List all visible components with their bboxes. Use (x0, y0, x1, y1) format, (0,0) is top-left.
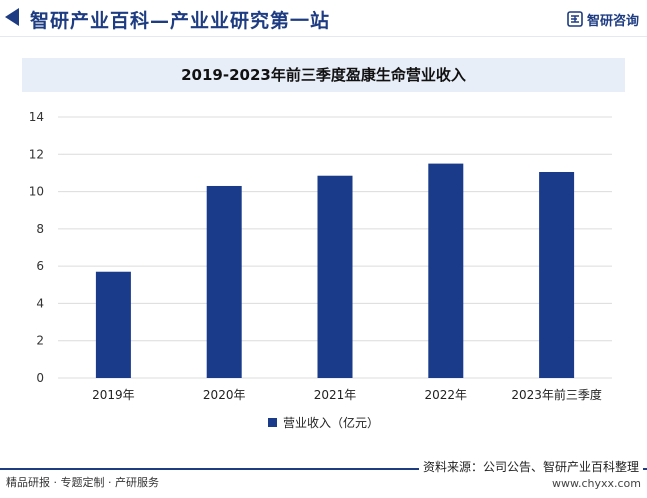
y-tick-label: 10 (29, 185, 44, 199)
brand-name: 智研咨询 (586, 13, 639, 29)
bar (428, 163, 464, 378)
y-tick-label: 4 (36, 296, 44, 310)
y-tick-label: 14 (29, 110, 44, 124)
y-tick-label: 12 (29, 147, 44, 161)
x-tick-label: 2019年 (92, 388, 135, 402)
zhiyan-logo-icon (567, 11, 583, 27)
footer-source: 资料来源：公司公告、智研产业百科整理 (418, 458, 643, 475)
site-title: 智研产业百科—产业业研究第一站 (30, 6, 330, 33)
bar (206, 185, 242, 378)
y-tick-label: 6 (36, 259, 44, 273)
chart-title: 2019-2023年前三季度盈康生命营业收入 (181, 66, 466, 84)
x-tick-label: 2022年 (425, 388, 468, 402)
y-tick-label: 0 (36, 371, 44, 385)
legend-swatch (268, 418, 277, 427)
legend-label: 营业收入（亿元） (283, 415, 379, 430)
y-tick-label: 8 (36, 222, 44, 236)
brand-logo: 智研咨询 (567, 9, 639, 29)
diamond-icon (5, 8, 19, 26)
y-tick-label: 2 (36, 334, 44, 348)
bar (539, 171, 575, 378)
footer-divider (0, 468, 647, 470)
bar (317, 175, 353, 378)
x-tick-label: 2020年 (203, 388, 246, 402)
site-title-suffix: —产业业研究第一站 (150, 10, 331, 32)
bar-chart: 0 2 4 6 8 10 12 14 2019年 2020年 2021年 2022年 2023年前三季度… (29, 110, 612, 430)
bar (95, 271, 131, 378)
site-title-main: 智研产业百科 (30, 10, 151, 32)
x-tick-label: 2023年前三季度 (511, 387, 602, 402)
footer-url: www.chyxx.com (551, 477, 641, 490)
footer-tagline: 精品研报 · 专题定制 · 产研服务 (6, 476, 159, 489)
x-tick-label: 2021年 (314, 388, 357, 402)
chart-title-band: 2019-2023年前三季度盈康生命营业收入 (22, 58, 625, 92)
top-header: 智研产业百科—产业业研究第一站 智研咨询 (0, 0, 647, 37)
